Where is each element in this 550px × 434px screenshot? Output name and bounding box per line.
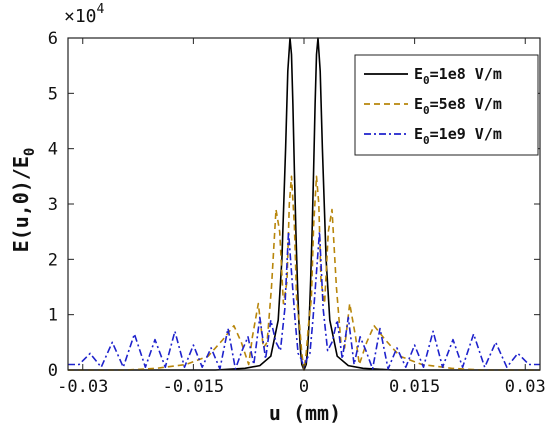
legend: E0=1e8 V/m E0=5e8 V/m E0=1e9 V/m: [354, 54, 539, 156]
x-tick-label-2: 0: [299, 377, 309, 397]
y-multiplier: ×104: [64, 2, 105, 27]
x-tick-label-1: -0.015: [163, 377, 224, 397]
legend-label-3: E0=1e9 V/m: [414, 125, 502, 147]
y-tick-label-4: 4: [48, 140, 58, 160]
y-tick-label-3: 3: [48, 195, 58, 215]
x-tick-label-0: -0.03: [57, 377, 108, 397]
legend-entry-1: E0=1e8 V/m: [364, 65, 502, 87]
ticks-layer: -0.03 -0.015 0 0.015 0.03 0 1 2 3 4 5 6: [48, 29, 546, 397]
legend-label-2: E0=5e8 V/m: [414, 95, 502, 117]
y-axis-label: E(u,0)/E0: [9, 148, 38, 253]
legend-box: [354, 54, 539, 156]
legend-entry-3: E0=1e9 V/m: [364, 125, 502, 147]
x-axis-label: u (mm): [269, 401, 341, 425]
x-tick-label-3: 0.015: [389, 377, 440, 397]
y-tick-label-0: 0: [48, 361, 58, 381]
y-tick-label-1: 1: [48, 306, 58, 326]
y-tick-label-6: 6: [48, 29, 58, 49]
legend-entry-2: E0=5e8 V/m: [364, 95, 502, 117]
x-tick-label-4: 0.03: [505, 377, 546, 397]
y-tick-label-5: 5: [48, 84, 58, 104]
legend-label-1: E0=1e8 V/m: [414, 65, 502, 87]
y-tick-label-2: 2: [48, 250, 58, 270]
